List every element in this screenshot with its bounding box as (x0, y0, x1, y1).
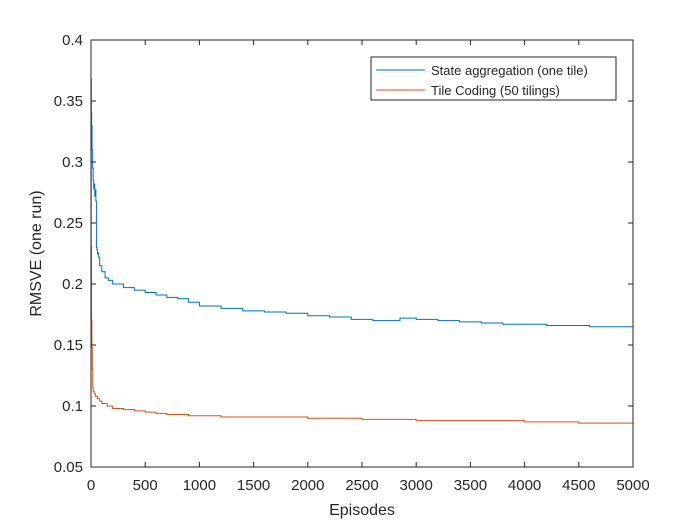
plot-area (91, 40, 633, 467)
y-tick-label: 0.4 (62, 32, 83, 49)
x-tick-label: 3000 (400, 477, 433, 494)
y-axis-label: RMSVE (one run) (28, 190, 45, 316)
legend-label-state-aggregation: State aggregation (one tile) (431, 63, 588, 78)
y-tick-label: 0.25 (54, 215, 83, 232)
x-tick-label: 1000 (183, 477, 216, 494)
series-line-tile-coding-50-tilings (90, 124, 634, 425)
legend[interactable]: State aggregation (one tile) Tile Coding… (370, 56, 617, 101)
series-layer (90, 78, 634, 425)
x-tick-label: 5000 (616, 477, 649, 494)
x-tick-label: 0 (87, 477, 95, 494)
x-axis-label: Episodes (329, 502, 395, 519)
legend-label-tile-coding: Tile Coding (50 tilings) (431, 83, 560, 98)
x-tick-label: 2000 (291, 477, 324, 494)
x-tick-label: 4000 (508, 477, 541, 494)
legend-box (370, 56, 617, 101)
x-tick-label: 1500 (237, 477, 270, 494)
y-tick-label: 0.05 (54, 459, 83, 476)
y-tick-label: 0.2 (62, 276, 83, 293)
x-tick-label: 4500 (562, 477, 595, 494)
y-tick-label: 0.35 (54, 93, 83, 110)
series-line-state-aggregation-one-tile (90, 78, 634, 328)
x-tick-label: 500 (133, 477, 158, 494)
y-tick-label: 0.1 (62, 398, 83, 415)
y-tick-label: 0.3 (62, 154, 83, 171)
y-tick-label: 0.15 (54, 337, 83, 354)
x-tick-label: 2500 (345, 477, 378, 494)
ticks-layer: 0 500 1000 1500 2000 2500 3000 3500 4000 4500 5000… (54, 32, 650, 494)
x-tick-label: 3500 (454, 477, 487, 494)
